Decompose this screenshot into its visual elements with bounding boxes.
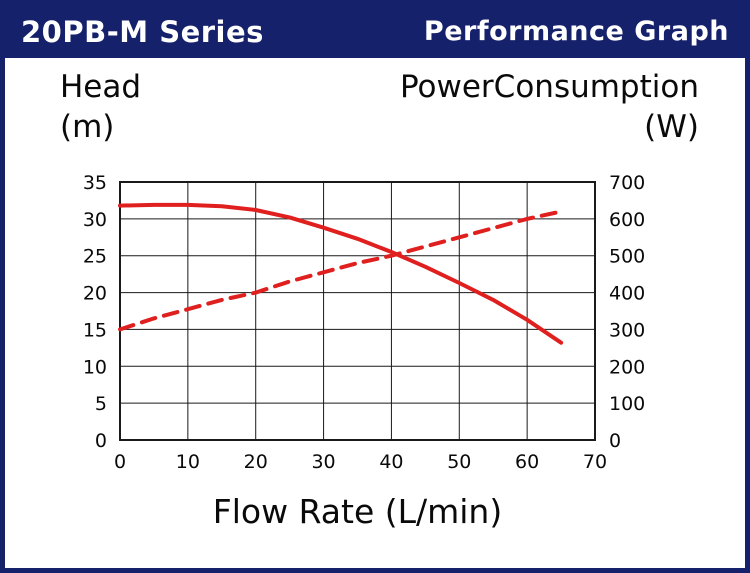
x-axis-tick-label: 60 (515, 451, 539, 473)
chart-area: 0 5 10 15 20 25 30 35 0 100 200 300 400 500 600 700 0 10 2… (5, 155, 745, 485)
right-axis-tick-label: 600 (609, 209, 645, 231)
left-axis-tick-label: 10 (83, 356, 107, 378)
x-axis-tick-label: 0 (114, 451, 126, 473)
x-axis-tick-label: 10 (176, 451, 200, 473)
x-axis-title: Flow Rate (L/min) (212, 492, 503, 531)
x-axis-tick-label: 50 (447, 451, 471, 473)
left-axis-title-line2: (m) (60, 109, 115, 146)
left-axis-tick-label: 25 (83, 246, 107, 268)
series-line-powerconsumption (118, 209, 564, 332)
left-axis-tick-label: 30 (83, 209, 107, 231)
plot-border (119, 181, 596, 441)
x-axis-tick-label: 40 (379, 451, 403, 473)
right-axis-tick-label: 200 (609, 356, 645, 378)
right-axis-tick-label: 0 (609, 430, 621, 452)
x-axis-tick-label: 30 (311, 451, 335, 473)
right-axis-tick-label: 700 (609, 172, 645, 194)
x-axis-tick-label: 70 (583, 451, 607, 473)
left-axis-tick-label: 15 (83, 319, 107, 341)
left-axis-title-line1: Head (60, 69, 142, 105)
graph-title: Performance Graph (423, 16, 729, 47)
left-axis-tick-label: 0 (95, 430, 107, 452)
left-axis-tick-label: 5 (95, 393, 107, 415)
performance-chart: 0 5 10 15 20 25 30 35 0 100 200 300 400 500 600 700 0 10 2… (83, 172, 645, 473)
right-axis-tick-label: 100 (609, 393, 645, 415)
series-line-head (118, 202, 564, 345)
right-axis-tick-label: 400 (609, 283, 645, 305)
left-axis-tick-label: 35 (83, 172, 107, 194)
right-axis-title: PowerConsumption (W) (400, 67, 699, 148)
right-axis-title-line2: (W) (644, 109, 699, 146)
right-axis-tick-label: 500 (609, 246, 645, 268)
right-axis-tick-label: 300 (609, 319, 645, 341)
left-axis-title: Head (m) (60, 67, 141, 148)
left-axis-tick-label: 20 (83, 283, 107, 305)
right-axis-title-line1: PowerConsumption (399, 69, 699, 105)
series-title: 20PB-M Series (21, 14, 264, 49)
title-bar: 20PB-M Series Performance Graph (5, 5, 745, 58)
x-axis-tick-label: 20 (244, 451, 268, 473)
